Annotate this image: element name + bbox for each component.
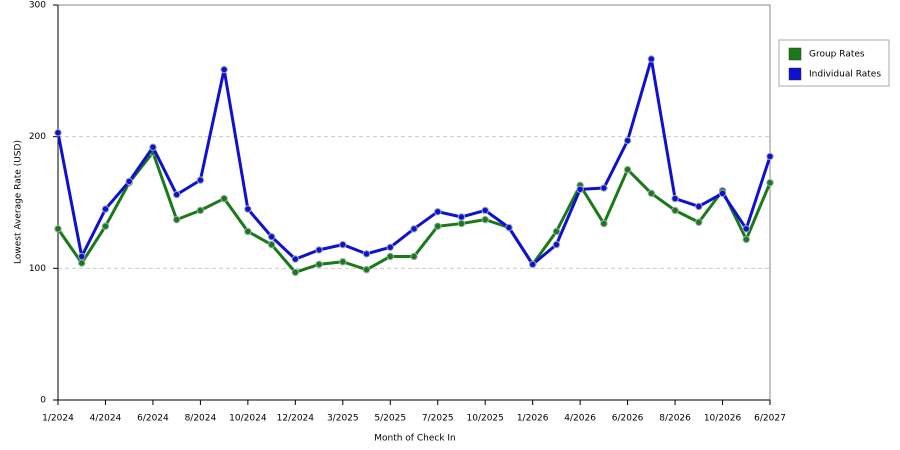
legend-label: Individual Rates: [809, 70, 881, 80]
series-line: [56, 57, 772, 266]
data-point: [267, 240, 276, 249]
data-point: [410, 252, 418, 261]
x-tick-label: 4/2024: [90, 414, 122, 424]
data-point: [600, 184, 608, 192]
data-point: [386, 243, 394, 251]
x-tick-label: 1/2024: [42, 414, 74, 424]
y-tick-label: 0: [40, 396, 46, 406]
data-point: [196, 206, 205, 215]
data-point: [671, 194, 679, 203]
data-point: [339, 258, 347, 266]
data-point: [647, 55, 656, 63]
data-point: [149, 143, 157, 151]
data-point: [434, 222, 442, 230]
x-tick-label: 10/2025: [467, 414, 504, 424]
data-point: [505, 223, 513, 232]
x-tick-label: 1/2026: [517, 414, 549, 424]
x-tick-label: 6/2026: [612, 414, 644, 424]
x-tick-label: 7/2025: [422, 414, 454, 424]
data-point: [291, 268, 300, 276]
x-tick-label: 5/2025: [374, 414, 406, 424]
data-point: [481, 206, 489, 215]
data-point: [576, 185, 584, 194]
data-point: [315, 246, 323, 254]
data-point: [54, 225, 62, 233]
data-point: [695, 218, 703, 226]
x-tick-label: 12/2024: [277, 414, 315, 424]
data-point: [339, 240, 347, 249]
data-point: [101, 205, 110, 213]
data-point: [647, 189, 656, 197]
data-point: [766, 152, 774, 161]
data-point: [101, 222, 110, 230]
data-point: [315, 260, 323, 269]
data-point: [457, 213, 466, 221]
x-tick-label: 4/2026: [564, 414, 596, 424]
data-point: [244, 205, 252, 213]
data-point: [362, 250, 371, 258]
x-tick-label: 6/2027: [754, 414, 786, 424]
y-tick-label: 300: [29, 1, 46, 11]
x-tick-label: 10/2026: [704, 414, 742, 424]
x-tick-label: 3/2025: [327, 414, 359, 424]
y-tick-label: 100: [29, 264, 46, 274]
data-point: [54, 129, 62, 137]
data-point: [742, 225, 750, 233]
data-point: [457, 219, 466, 228]
data-point: [78, 259, 86, 267]
x-tick-label: 10/2024: [229, 414, 267, 424]
data-point: [623, 136, 632, 145]
data-point: [362, 265, 371, 274]
data-point: [623, 165, 632, 174]
data-point: [291, 255, 300, 263]
legend-swatch: [788, 67, 802, 81]
data-point: [125, 177, 133, 186]
data-point: [267, 233, 276, 241]
data-point: [671, 206, 679, 215]
data-point: [220, 65, 228, 74]
legend-swatch: [788, 47, 802, 61]
data-point: [528, 260, 537, 269]
y-axis-label: Lowest Average Rate (USD): [14, 140, 24, 264]
data-point: [552, 240, 561, 249]
data-point: [410, 225, 418, 233]
data-point: [196, 176, 205, 184]
data-point: [718, 189, 727, 197]
data-point: [244, 227, 252, 236]
data-point: [220, 194, 228, 203]
y-tick-label: 200: [29, 132, 46, 142]
x-tick-label: 6/2024: [137, 414, 169, 424]
data-point: [766, 179, 774, 187]
data-point: [78, 252, 86, 261]
data-point: [695, 202, 703, 211]
data-point: [172, 190, 181, 199]
data-point: [434, 208, 442, 216]
x-axis-label: Month of Check In: [374, 434, 456, 444]
data-point: [481, 215, 489, 224]
data-point: [386, 252, 394, 261]
data-point: [600, 219, 608, 228]
x-tick-label: 8/2024: [185, 414, 217, 424]
data-point: [742, 235, 750, 244]
x-tick-label: 8/2026: [659, 414, 691, 424]
data-point: [172, 215, 181, 224]
data-point: [552, 227, 561, 236]
legend-label: Group Rates: [809, 50, 865, 60]
